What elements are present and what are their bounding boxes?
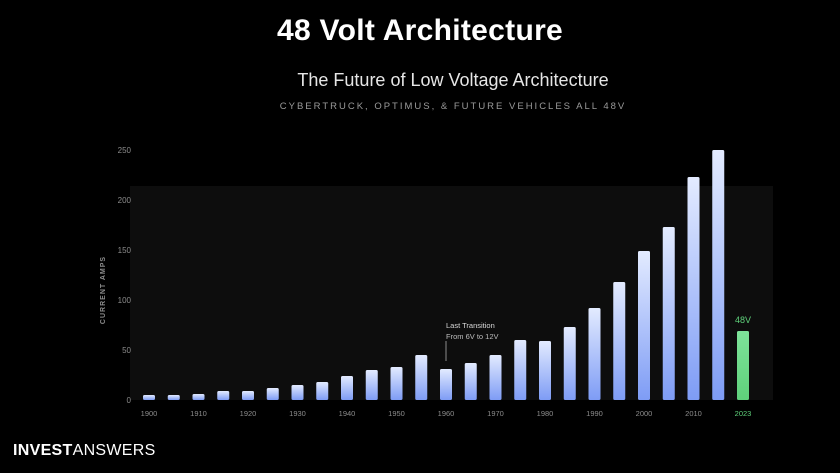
bar-2000 (638, 251, 650, 400)
y-tick-label: 250 (118, 146, 132, 155)
x-tick-label: 2023 (735, 409, 752, 418)
x-tick-label: 2000 (636, 409, 653, 418)
bar-1995 (613, 282, 626, 400)
banner-title: 48 Volt Architecture (276, 14, 564, 47)
bar-2010 (687, 177, 700, 400)
bar-1935 (316, 382, 329, 400)
chart-title: The Future of Low Voltage Architecture (297, 70, 609, 90)
x-tick-label: 2010 (685, 409, 702, 418)
bar-1975 (514, 340, 527, 400)
x-tick-label: 1960 (438, 409, 455, 418)
x-tick-label: 1930 (289, 409, 306, 418)
y-tick-label: 0 (127, 396, 132, 405)
bar-1990 (588, 308, 601, 400)
bar-1950 (390, 367, 403, 400)
bar-1925 (266, 388, 279, 400)
y-tick-label: 200 (118, 196, 132, 205)
bar-1915 (217, 391, 230, 400)
y-tick-label: 150 (118, 246, 132, 255)
bar-1980 (539, 341, 551, 400)
bar-1955 (415, 355, 428, 400)
bar-1930 (291, 385, 304, 400)
bar-1970 (489, 355, 502, 400)
x-tick-label: 1970 (487, 409, 504, 418)
logo-text-answers: ANSWERS (72, 442, 156, 459)
bar-2015 (712, 150, 725, 400)
highlight-label: 48V (735, 315, 751, 325)
y-tick-label: 50 (122, 346, 131, 355)
x-tick-label: 1940 (339, 409, 356, 418)
x-tick-label: 1900 (141, 409, 158, 418)
x-tick-label: 1920 (240, 409, 257, 418)
bar-2023 (737, 331, 749, 400)
annotation-line2: From 6V to 12V (446, 332, 499, 341)
x-tick-label: 1980 (537, 409, 554, 418)
bar-1905 (167, 395, 180, 400)
x-tick-label: 1990 (586, 409, 603, 418)
x-tick-label: 1950 (388, 409, 405, 418)
bar-1945 (365, 370, 378, 400)
bar-1965 (464, 363, 477, 400)
y-tick-label: 100 (118, 296, 132, 305)
bar-2005 (662, 227, 675, 400)
logo-text-invest: INVEST (13, 442, 73, 459)
bar-1940 (341, 376, 353, 400)
annotation-line1: Last Transition (446, 321, 495, 330)
invest-answers-logo: INVESTANSWERS (13, 442, 156, 460)
bar-1985 (563, 327, 576, 400)
x-tick-label: 1910 (190, 409, 207, 418)
plot-background (130, 186, 773, 400)
y-axis-label: CURRENT AMPS (100, 256, 107, 324)
bar-1920 (242, 391, 254, 400)
chart-subtitle: CYBERTRUCK, OPTIMUS, & FUTURE VEHICLES A… (279, 101, 627, 112)
bar-1910 (192, 394, 205, 400)
bar-1960 (440, 369, 452, 400)
bar-1900 (143, 395, 155, 400)
